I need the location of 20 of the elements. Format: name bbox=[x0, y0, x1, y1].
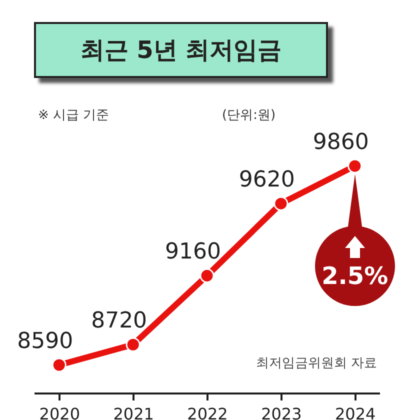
x-tick-label: 2022 bbox=[187, 404, 228, 420]
data-label: 8590 bbox=[17, 329, 74, 354]
annotation: 최저임금위원회 자료 bbox=[256, 355, 377, 372]
point bbox=[274, 196, 288, 211]
point bbox=[52, 358, 66, 372]
data-label: 9620 bbox=[238, 168, 295, 193]
text: (단위:원) bbox=[222, 107, 276, 124]
chart-title: 최근 5년 최저임금 bbox=[34, 22, 328, 78]
x-tick-label: 2024 bbox=[335, 404, 376, 420]
x-tick-label: 2020 bbox=[39, 404, 80, 420]
x-tick-label: 2021 bbox=[113, 404, 154, 420]
data-label: 8720 bbox=[91, 308, 148, 334]
data-label: 9860 bbox=[312, 130, 369, 155]
annotation: 2.5% bbox=[320, 262, 390, 290]
point bbox=[200, 268, 214, 283]
point bbox=[126, 337, 140, 352]
data-label: 9160 bbox=[165, 240, 221, 265]
point bbox=[348, 158, 362, 174]
x-tick-label: 2023 bbox=[261, 404, 302, 420]
chart-subtitle: ※ 시급 기준 bbox=[38, 107, 110, 124]
